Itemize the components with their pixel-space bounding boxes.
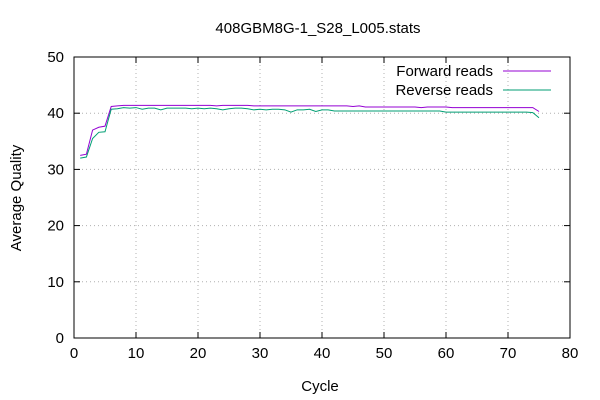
x-tick-label: 40: [314, 345, 331, 362]
y-tick-label: 10: [47, 274, 64, 291]
series-line-forward-reads: [80, 104, 540, 156]
legend-label-forward: Forward reads: [396, 63, 493, 80]
x-tick-label: 10: [128, 345, 145, 362]
series-line-reverse-reads: [80, 107, 540, 159]
y-tick-label: 50: [47, 49, 64, 66]
y-tick-label: 0: [56, 330, 64, 347]
grid-lines: [74, 57, 570, 338]
legend-label-reverse: Reverse reads: [395, 82, 493, 99]
axis-ticks: [73, 56, 571, 339]
chart-title: 408GBM8G-1_S28_L005.stats: [215, 20, 420, 37]
x-tick-label: 60: [438, 345, 455, 362]
y-tick-label: 40: [47, 105, 64, 122]
y-tick-labels: 0 10 20 30 40 50: [47, 49, 64, 347]
x-tick-label: 80: [562, 345, 579, 362]
x-tick-label: 30: [252, 345, 269, 362]
y-tick-label: 20: [47, 218, 64, 235]
x-tick-label: 20: [190, 345, 207, 362]
series-layer: [80, 104, 540, 159]
legend: Forward reads Reverse reads: [395, 63, 551, 99]
x-tick-labels: 0 10 20 30 40 50 60 70 80: [70, 345, 579, 362]
x-tick-label: 0: [70, 345, 78, 362]
x-axis-label: Cycle: [301, 378, 339, 395]
x-tick-label: 50: [376, 345, 393, 362]
x-tick-label: 70: [500, 345, 517, 362]
y-axis-label: Average Quality: [8, 144, 25, 251]
y-tick-label: 30: [47, 161, 64, 178]
